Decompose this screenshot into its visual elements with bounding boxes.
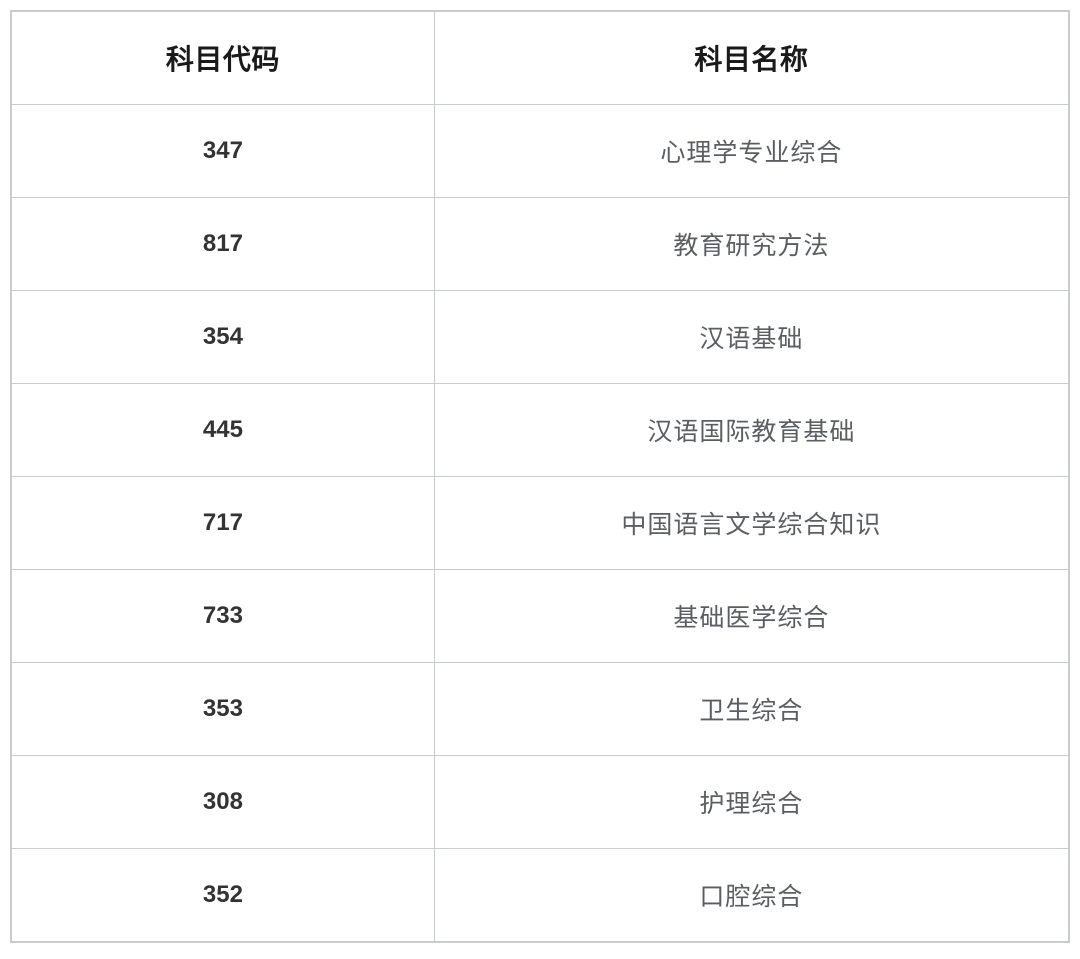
table-row: 353 卫生综合: [12, 663, 1069, 756]
subject-table: 科目代码 科目名称 347 心理学专业综合 817 教育研究方法 354 汉语基…: [11, 11, 1069, 942]
table-row: 308 护理综合: [12, 756, 1069, 849]
cell-code: 352: [12, 849, 435, 942]
cell-code: 347: [12, 105, 435, 198]
cell-code: 445: [12, 384, 435, 477]
table-row: 445 汉语国际教育基础: [12, 384, 1069, 477]
header-code: 科目代码: [12, 12, 435, 105]
table-row: 352 口腔综合: [12, 849, 1069, 942]
cell-code: 353: [12, 663, 435, 756]
cell-code: 733: [12, 570, 435, 663]
cell-name: 教育研究方法: [434, 198, 1068, 291]
cell-code: 354: [12, 291, 435, 384]
cell-name: 中国语言文学综合知识: [434, 477, 1068, 570]
header-name: 科目名称: [434, 12, 1068, 105]
table-row: 354 汉语基础: [12, 291, 1069, 384]
cell-code: 308: [12, 756, 435, 849]
cell-name: 汉语基础: [434, 291, 1068, 384]
cell-code: 817: [12, 198, 435, 291]
subject-table-container: 科目代码 科目名称 347 心理学专业综合 817 教育研究方法 354 汉语基…: [10, 10, 1070, 943]
cell-code: 717: [12, 477, 435, 570]
cell-name: 卫生综合: [434, 663, 1068, 756]
table-row: 733 基础医学综合: [12, 570, 1069, 663]
cell-name: 基础医学综合: [434, 570, 1068, 663]
cell-name: 心理学专业综合: [434, 105, 1068, 198]
cell-name: 口腔综合: [434, 849, 1068, 942]
table-header-row: 科目代码 科目名称: [12, 12, 1069, 105]
table-row: 817 教育研究方法: [12, 198, 1069, 291]
cell-name: 汉语国际教育基础: [434, 384, 1068, 477]
table-row: 717 中国语言文学综合知识: [12, 477, 1069, 570]
table-row: 347 心理学专业综合: [12, 105, 1069, 198]
cell-name: 护理综合: [434, 756, 1068, 849]
